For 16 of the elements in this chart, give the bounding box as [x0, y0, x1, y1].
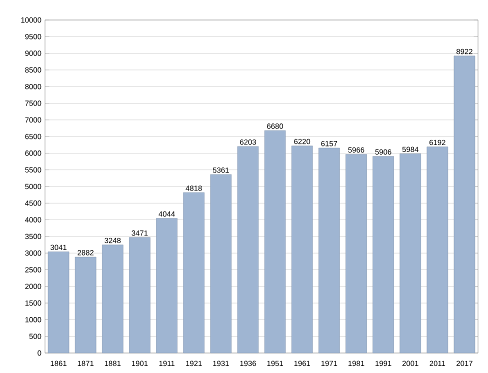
bar [102, 244, 124, 354]
bar [426, 146, 448, 354]
bar [454, 56, 476, 354]
bar [318, 148, 340, 354]
bar [74, 256, 96, 354]
bar [237, 146, 259, 354]
bar [346, 154, 367, 354]
bar [48, 252, 70, 354]
bar [291, 146, 313, 354]
bar [264, 130, 286, 354]
bar [156, 218, 178, 354]
bar [129, 237, 150, 354]
bar [210, 174, 232, 354]
bar [183, 192, 204, 354]
bar [400, 154, 422, 354]
bar [372, 156, 394, 354]
